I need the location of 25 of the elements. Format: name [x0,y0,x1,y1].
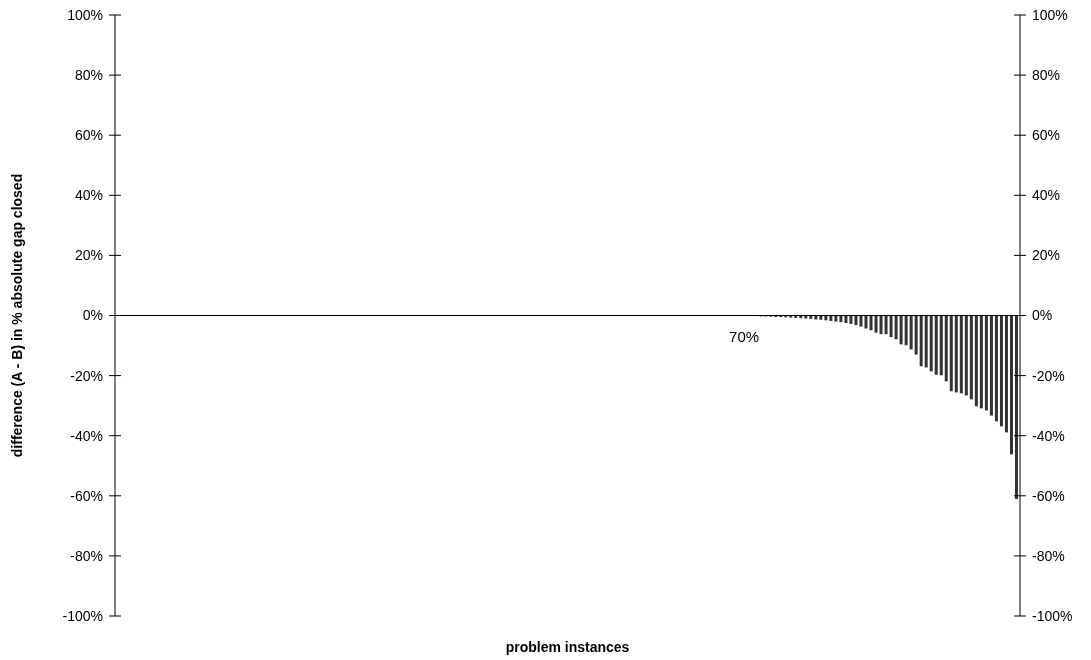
y2-tick-label: 60% [1032,127,1061,144]
y2-tick-label: 80% [1032,67,1061,83]
y2-tick-label: 100% [1032,6,1068,23]
y-axis-title: difference (A - B) in % absolute gap closed [9,173,25,458]
annotation: 70% [729,327,760,345]
y-tick-label: 60% [74,127,103,144]
y-tick-label: 0% [82,307,103,324]
y2-tick-label: 40% [1032,187,1061,204]
y2-tick-label: -40% [1032,427,1065,444]
x-axis-title: problem instances [505,639,630,655]
y-tick-label: 100% [67,6,103,23]
y-tick-label: -100% [62,607,103,624]
y2-tick-label: 20% [1032,247,1061,264]
y-tick-label: 80% [74,67,103,83]
y-tick-label: -40% [70,427,103,444]
y2-tick-label: 0% [1032,307,1053,324]
y2-tick-label: -80% [1032,547,1065,564]
y-tick-label: 20% [74,247,103,264]
y2-tick-label: -100% [1032,607,1073,624]
y-tick-label: -80% [70,547,103,564]
y-tick-label: 40% [74,187,103,204]
y-tick-label: -20% [70,367,103,384]
y2-tick-label: -60% [1032,487,1065,504]
y-tick-label: -60% [70,487,103,504]
y2-tick-label: -20% [1032,367,1065,384]
